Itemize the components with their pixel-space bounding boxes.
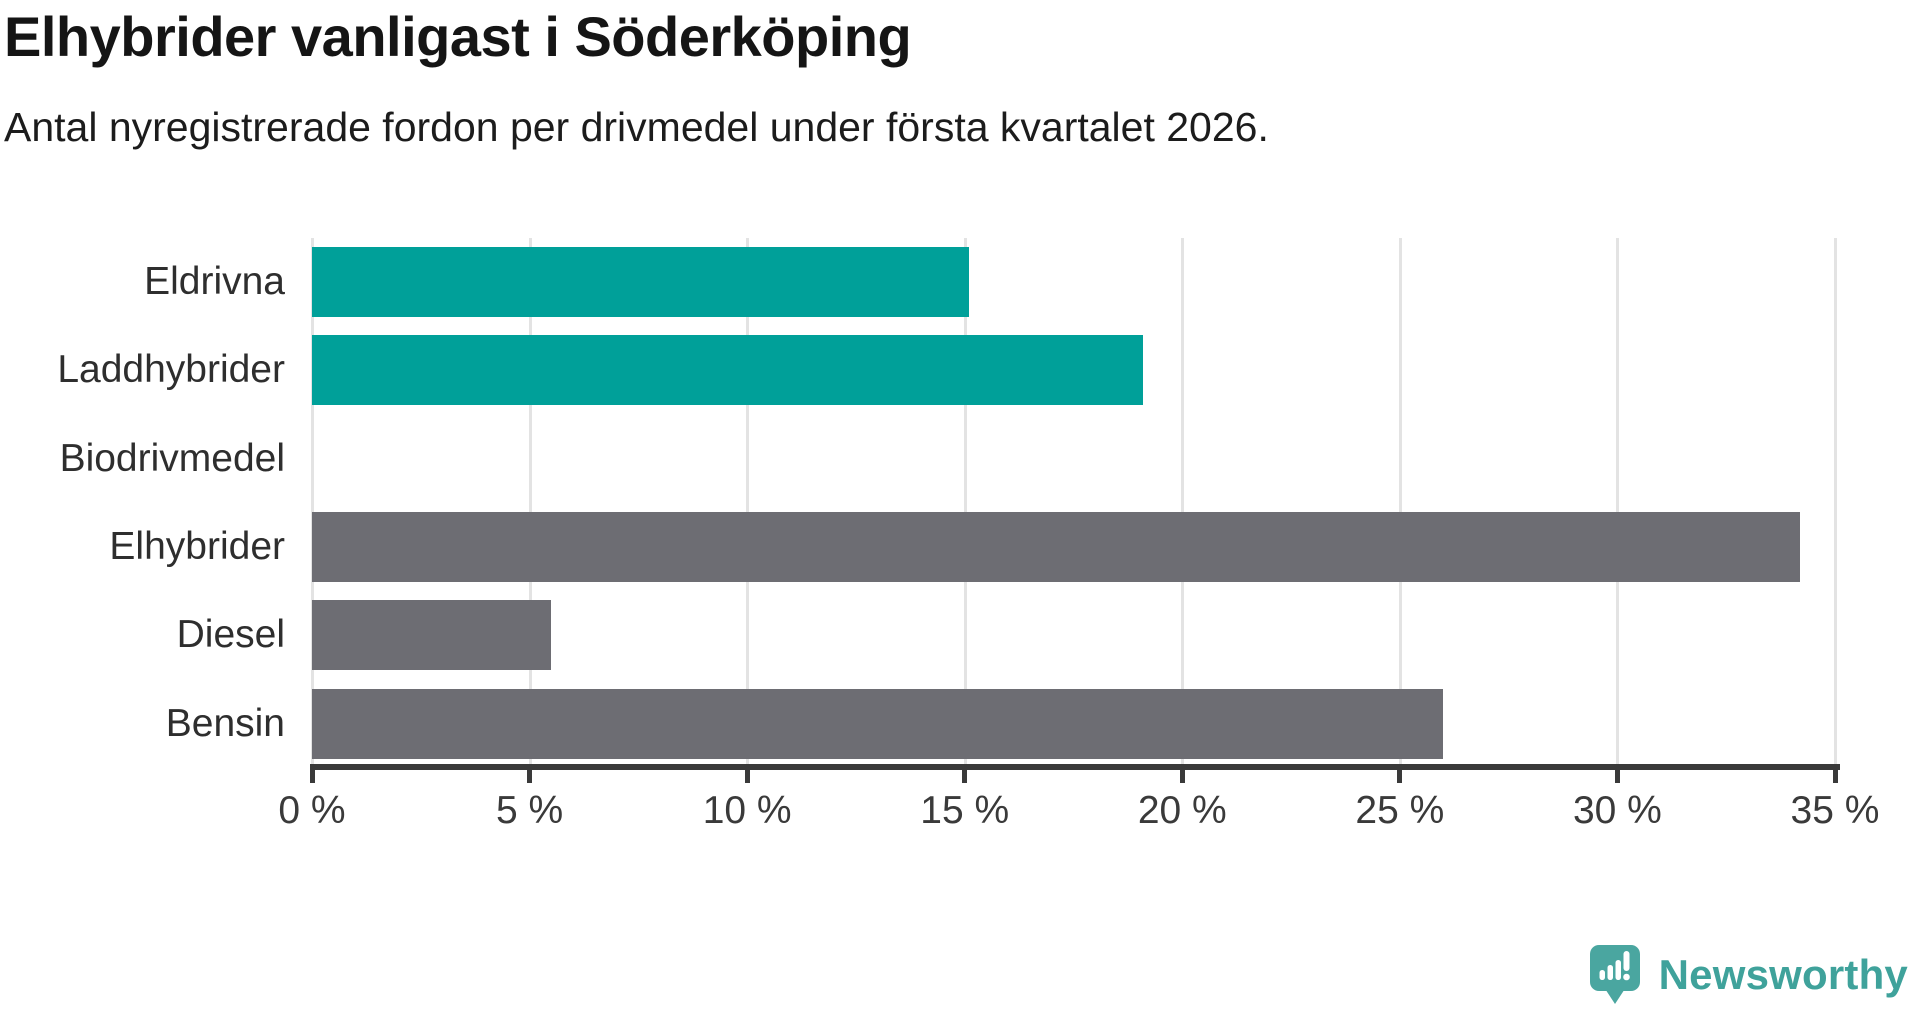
x-tick-label-30: 30 % [1572, 789, 1662, 832]
x-tick-20 [1179, 770, 1185, 783]
bar-diesel [312, 600, 552, 671]
x-tick-10 [744, 770, 750, 783]
chart-title: Elhybrider vanligast i Söderköping [4, 5, 912, 68]
bar-bensin [312, 688, 1444, 759]
x-tick-30 [1614, 770, 1620, 783]
category-label-biodrivmedel: Biodrivmedel [59, 436, 285, 480]
gridline-35 [1834, 238, 1837, 768]
x-tick-label-25: 25 % [1355, 789, 1445, 832]
gridline-10 [746, 238, 750, 768]
chart-subtitle: Antal nyregistrerade fordon per drivmede… [4, 104, 1269, 150]
gridline-20 [1181, 238, 1185, 768]
x-tick-25 [1397, 770, 1403, 783]
x-tick-label-5: 5 % [495, 789, 564, 832]
x-tick-label-20: 20 % [1137, 789, 1227, 832]
gridline-15 [963, 238, 967, 768]
x-tick-0 [309, 770, 315, 783]
x-tick-label-35: 35 % [1790, 789, 1880, 832]
gridline-5 [528, 238, 532, 768]
x-tick-label-10: 10 % [702, 789, 792, 832]
gridline-0 [311, 238, 314, 768]
x-tick-35 [1832, 770, 1838, 783]
bar-laddhybrider [312, 335, 1144, 406]
bar-eldrivna [312, 247, 970, 317]
x-tick-5 [527, 770, 533, 783]
bar-elhybrider [312, 512, 1801, 582]
category-label-bensin: Bensin [165, 701, 285, 745]
category-label-eldrivna: Eldrivna [144, 260, 285, 303]
category-label-diesel: Diesel [176, 613, 285, 657]
newsworthy-logo[interactable]: Newsworthy [1589, 944, 1908, 1006]
x-tick-15 [962, 770, 968, 783]
category-label-laddhybrider: Laddhybrider [57, 348, 285, 392]
gridline-30 [1616, 238, 1620, 768]
newsworthy-wordmark: Newsworthy [1658, 951, 1908, 998]
x-tick-label-15: 15 % [920, 789, 1010, 832]
category-label-elhybrider: Elhybrider [109, 525, 285, 568]
gridline-25 [1398, 238, 1402, 768]
x-tick-label-0: 0 % [278, 789, 346, 832]
newsworthy-icon [1589, 944, 1641, 1006]
plot-area [311, 238, 1837, 768]
x-axis-line [310, 764, 1840, 770]
